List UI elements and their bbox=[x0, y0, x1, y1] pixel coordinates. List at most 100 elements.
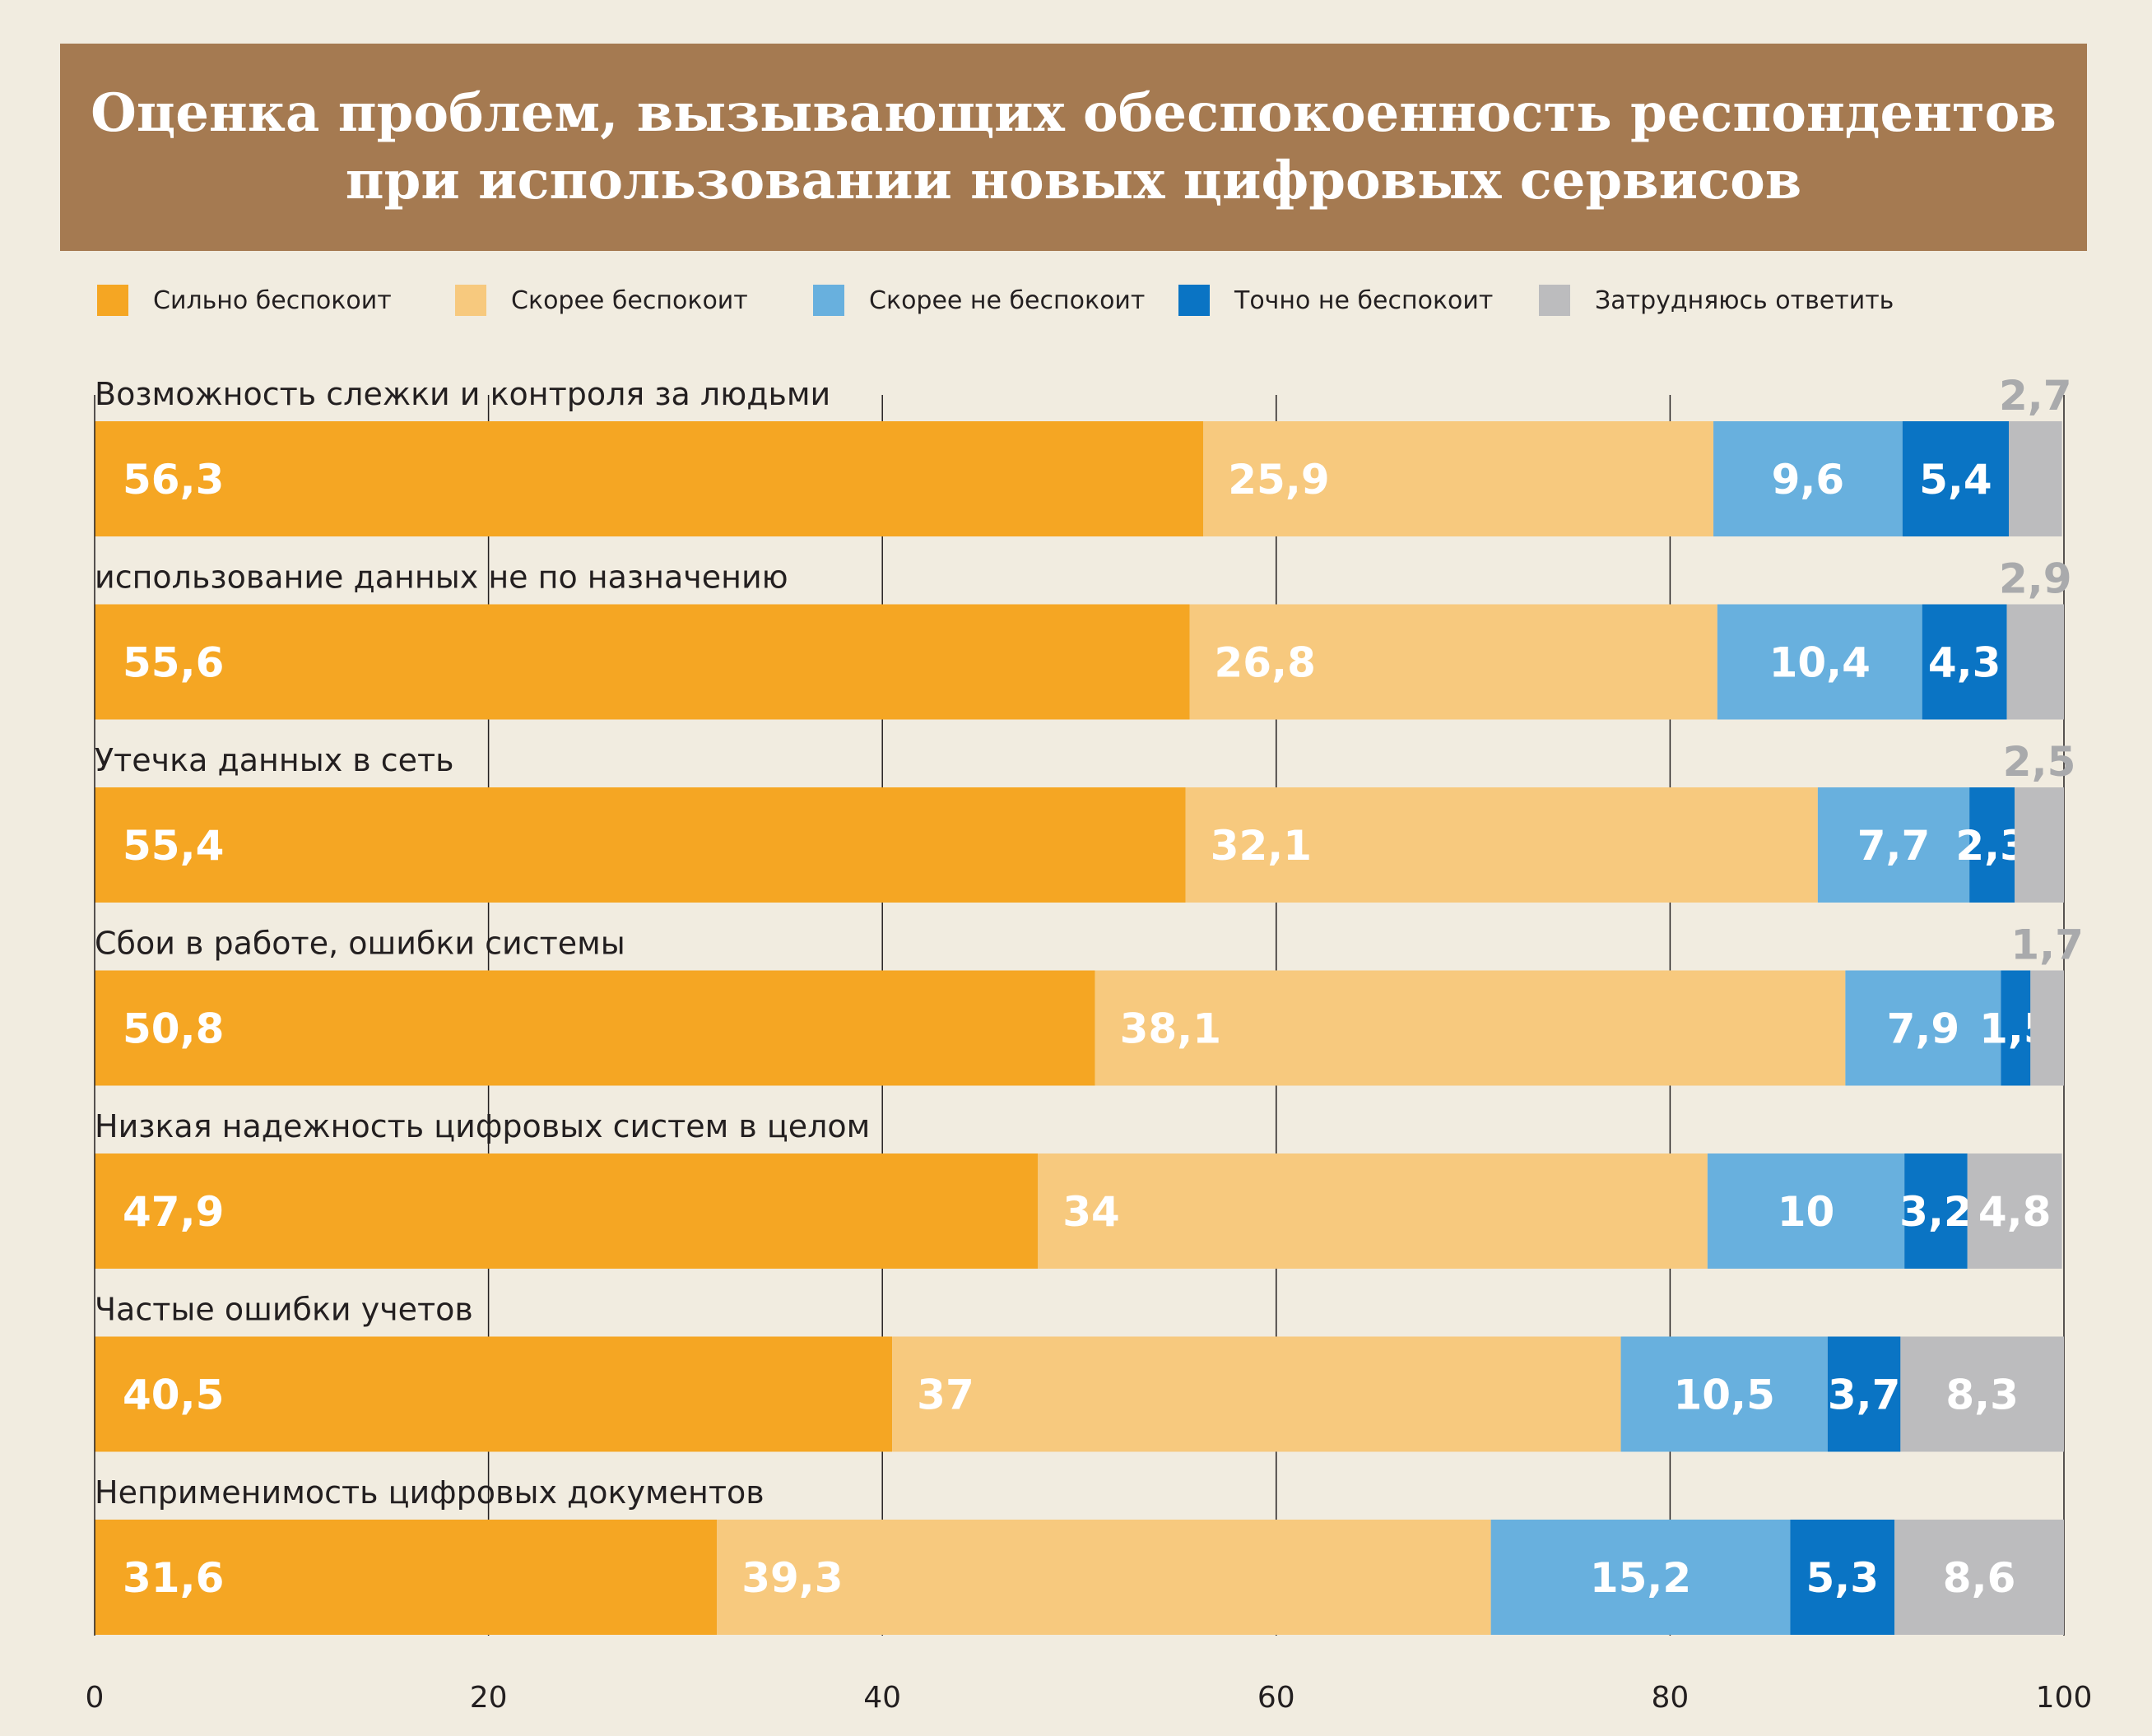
data-label-unsure: 2,5 bbox=[2003, 738, 2076, 786]
bar-segment-rather-not bbox=[1845, 970, 2001, 1086]
bar-segment-unsure bbox=[1967, 1153, 2062, 1269]
bar-segment-rather bbox=[892, 1336, 1621, 1452]
x-tick-label: 60 bbox=[1257, 1681, 1295, 1715]
x-tick-label: 0 bbox=[86, 1681, 105, 1715]
legend-label-strong: Сильно беспокоит bbox=[153, 285, 392, 315]
data-label-rather-not: 9,6 bbox=[1772, 456, 1845, 504]
x-tick-label: 20 bbox=[470, 1681, 508, 1715]
data-label-unsure: 8,3 bbox=[1945, 1372, 2019, 1419]
data-label-unsure: 1,7 bbox=[2010, 921, 2084, 969]
bar-segment-unsure bbox=[1894, 1520, 2064, 1635]
bar-segment-strong bbox=[95, 604, 1190, 720]
legend-label-rather-not: Скорее не беспокоит bbox=[869, 285, 1146, 315]
data-label-rather-not: 15,2 bbox=[1590, 1554, 1691, 1602]
bar-segment-definitely-not bbox=[1902, 421, 2009, 536]
category-label: Возможность слежки и контроля за людьми bbox=[95, 376, 830, 412]
data-label-strong: 50,8 bbox=[123, 1005, 224, 1053]
bar-segment-rather-not bbox=[1713, 421, 1903, 536]
data-label-rather-not: 7,9 bbox=[1887, 1005, 1960, 1053]
data-label-unsure: 2,9 bbox=[1999, 555, 2072, 603]
legend-swatch-definitely-not bbox=[1178, 285, 1210, 316]
legend-swatch-unsure bbox=[1539, 285, 1570, 316]
chart-title-banner: Оценка проблем, вызывающих обеспокоеннос… bbox=[60, 44, 2087, 251]
data-label-strong: 56,3 bbox=[123, 456, 224, 504]
x-tick-label: 100 bbox=[2036, 1681, 2093, 1715]
bar-segment-rather-not bbox=[1620, 1336, 1828, 1452]
legend-item-unsure: Затрудняюсь ответить bbox=[1539, 280, 1894, 321]
legend-label-unsure: Затрудняюсь ответить bbox=[1595, 285, 1894, 315]
bar-segment-definitely-not bbox=[1790, 1520, 1895, 1635]
data-label-unsure: 8,6 bbox=[1943, 1554, 2016, 1602]
bar-segment-definitely-not bbox=[1904, 1153, 1968, 1269]
data-label-definitely-not: 5,3 bbox=[1806, 1554, 1879, 1602]
data-label-strong: 55,6 bbox=[123, 639, 224, 687]
bar-segment-rather-not bbox=[1717, 604, 1922, 720]
category-label: Утечка данных в сеть bbox=[95, 742, 454, 778]
bar-segment-unsure bbox=[2030, 970, 2064, 1086]
bar-segment-rather-not bbox=[1490, 1520, 1791, 1635]
category-label: Неприменимость цифровых документов bbox=[95, 1474, 765, 1511]
bar-segment-strong bbox=[95, 787, 1186, 903]
data-label-rather: 37 bbox=[917, 1372, 974, 1419]
data-label-definitely-not: 3,2 bbox=[1899, 1188, 1973, 1236]
legend-item-rather: Скорее беспокоит bbox=[455, 280, 748, 321]
x-tick-label: 40 bbox=[863, 1681, 901, 1715]
chart-legend: Сильно беспокоит Скорее беспокоит Скорее… bbox=[0, 280, 2152, 321]
category-label: использование данных не по назначению bbox=[95, 559, 788, 596]
bar-segment-rather bbox=[717, 1520, 1491, 1635]
bar-segment-unsure bbox=[1900, 1336, 2064, 1452]
bar-segment-rather bbox=[1185, 787, 1818, 903]
legend-swatch-rather-not bbox=[813, 285, 844, 316]
data-label-rather: 39,3 bbox=[741, 1554, 843, 1602]
bar-segment-rather bbox=[1095, 970, 1846, 1086]
category-label: Частые ошибки учетов bbox=[95, 1292, 473, 1328]
bar-segment-strong bbox=[95, 421, 1204, 536]
data-label-definitely-not: 3,7 bbox=[1828, 1372, 1901, 1419]
data-label-definitely-not: 4,3 bbox=[1928, 639, 2001, 687]
bar-segment-rather-not bbox=[1817, 787, 1970, 903]
chart-title-line-2: при использовании новых цифровых сервисо… bbox=[345, 150, 1802, 211]
legend-item-strong: Сильно беспокоит bbox=[97, 280, 392, 321]
bar-segment-definitely-not bbox=[1922, 604, 2007, 720]
data-label-strong: 31,6 bbox=[123, 1554, 224, 1602]
data-label-unsure: 2,7 bbox=[1999, 372, 2072, 420]
data-label-rather-not: 10,5 bbox=[1674, 1372, 1775, 1419]
legend-item-rather-not: Скорее не беспокоит bbox=[813, 280, 1145, 321]
data-label-rather: 38,1 bbox=[1120, 1005, 1221, 1053]
bar-segment-definitely-not bbox=[2001, 970, 2031, 1086]
bar-segment-strong bbox=[95, 1336, 893, 1452]
data-label-definitely-not: 5,4 bbox=[1919, 456, 1992, 504]
legend-label-definitely-not: Точно не беспокоит bbox=[1234, 285, 1494, 315]
data-label-rather-not: 10,4 bbox=[1769, 639, 1871, 687]
bar-segment-rather bbox=[1038, 1153, 1708, 1269]
data-label-strong: 40,5 bbox=[123, 1372, 224, 1419]
data-label-strong: 55,4 bbox=[123, 822, 224, 870]
category-label: Сбои в работе, ошибки системы bbox=[95, 926, 625, 962]
bar-segment-unsure bbox=[2008, 421, 2062, 536]
legend-swatch-strong bbox=[97, 285, 128, 316]
bar-segment-rather bbox=[1189, 604, 1717, 720]
chart-title-line-1: Оценка проблем, вызывающих обеспокоеннос… bbox=[91, 82, 2057, 144]
data-label-rather-not: 7,7 bbox=[1857, 822, 1931, 870]
data-label-strong: 47,9 bbox=[123, 1188, 224, 1236]
data-label-rather: 32,1 bbox=[1211, 822, 1312, 870]
bar-segment-unsure bbox=[2015, 787, 2064, 903]
bar-segment-strong bbox=[95, 1153, 1039, 1269]
bar-segment-strong bbox=[95, 970, 1095, 1086]
data-label-rather: 25,9 bbox=[1228, 456, 1329, 504]
data-label-rather: 34 bbox=[1062, 1188, 1120, 1236]
bar-segment-strong bbox=[95, 1520, 718, 1635]
bar-segment-definitely-not bbox=[1969, 787, 2015, 903]
data-label-unsure: 4,8 bbox=[1978, 1188, 2052, 1236]
bar-segment-rather-not bbox=[1707, 1153, 1905, 1269]
data-label-rather: 26,8 bbox=[1215, 639, 1316, 687]
bar-segment-definitely-not bbox=[1827, 1336, 1901, 1452]
category-label: Низкая надежность цифровых систем в цело… bbox=[95, 1108, 870, 1144]
bar-segment-rather bbox=[1203, 421, 1714, 536]
legend-label-rather: Скорее беспокоит bbox=[511, 285, 748, 315]
x-tick-label: 80 bbox=[1651, 1681, 1689, 1715]
bar-segment-unsure bbox=[2006, 604, 2064, 720]
data-label-rather-not: 10 bbox=[1778, 1188, 1835, 1236]
legend-item-definitely-not: Точно не беспокоит bbox=[1178, 280, 1493, 321]
